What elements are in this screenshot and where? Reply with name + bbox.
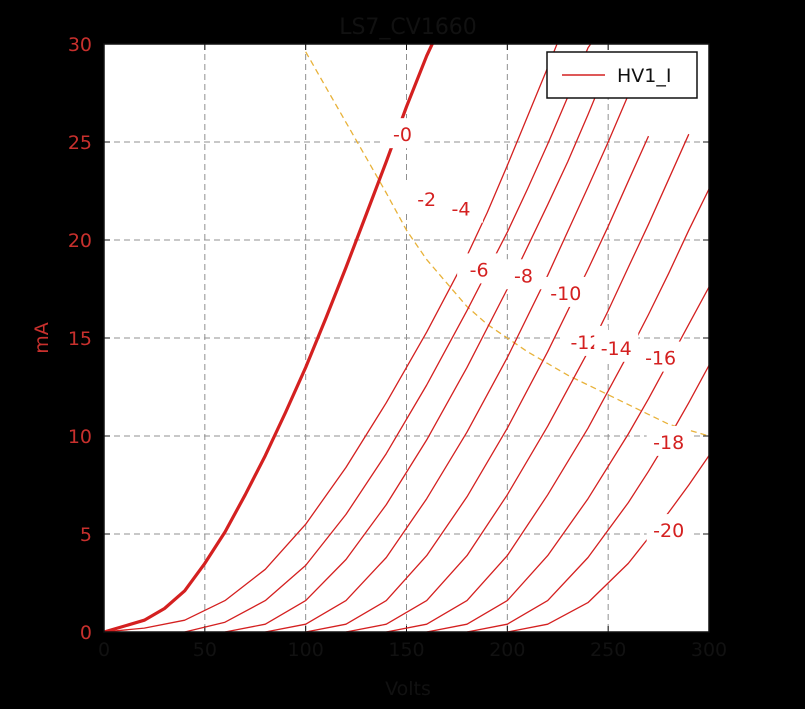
chart-title: LS7_CV1660 (339, 15, 477, 40)
curve-label: -8 (514, 265, 533, 287)
plot-frame (103, 43, 710, 633)
curve-label-bg (380, 118, 425, 149)
curve-label: -6 (470, 259, 489, 281)
y-tick-label: 0 (80, 622, 92, 644)
curve-label: -18 (653, 432, 684, 454)
curve-label: -10 (550, 283, 581, 305)
curve-grid-neg8 (265, 71, 639, 632)
curve-grid-neg10 (305, 135, 650, 632)
curve-label-bg (638, 341, 683, 372)
curve-label-bg (594, 331, 639, 362)
y-tick-label: 25 (68, 132, 92, 154)
x-tick-label: 0 (98, 639, 110, 661)
curve-labels: -0 -2 -4 -6 -8 -10 -12 -14 -16 -18 -20 (380, 118, 691, 545)
axis-ticks: 0 50 100 150 200 250 300 0 5 10 15 20 25 30 (68, 34, 727, 661)
curve-label: -12 (570, 332, 601, 354)
x-tick-label: 200 (489, 639, 525, 661)
y-tick-label: 15 (68, 328, 92, 350)
curve-label-bg (646, 425, 691, 456)
curve-grid-neg2 (104, 44, 558, 632)
y-tick-label: 10 (68, 426, 92, 448)
y-tick-label: 5 (80, 524, 92, 546)
curve-grid-neg18 (466, 365, 709, 632)
curve-grid-neg6 (224, 65, 609, 632)
y-tick-label: 30 (68, 34, 92, 56)
legend-label: HV1_I (617, 65, 671, 87)
curve-label: -16 (645, 348, 676, 370)
curve-label-bg (543, 276, 588, 307)
x-tick-label: 50 (193, 639, 217, 661)
curve-grid-neg4 (184, 44, 592, 632)
x-tick-label: 300 (691, 639, 727, 661)
curve-label: -2 (417, 189, 436, 211)
curves (104, 44, 709, 632)
curve-grid-neg12 (345, 133, 690, 632)
curve-grid-neg14 (386, 188, 709, 632)
curve-label: -20 (653, 520, 684, 542)
curve-label-bg (457, 253, 502, 284)
curve-label: -0 (393, 124, 412, 146)
curve-grid-neg20 (507, 455, 709, 632)
y-axis-label: mA (31, 322, 53, 354)
curve-label: -14 (601, 338, 632, 360)
x-axis-label: Volts (385, 678, 431, 700)
x-tick-label: 250 (590, 639, 626, 661)
curve-label-bg (646, 514, 691, 545)
legend: HV1_I (546, 51, 698, 99)
dissipation-curve (305, 51, 709, 437)
curve-label: -4 (451, 199, 470, 221)
curve-label-bg (501, 259, 546, 290)
curve-grid-neg0 (104, 44, 434, 632)
curve-label-bg (438, 192, 483, 223)
x-tick-label: 100 (288, 639, 324, 661)
x-tick-label: 150 (388, 639, 424, 661)
y-tick-label: 20 (68, 230, 92, 252)
